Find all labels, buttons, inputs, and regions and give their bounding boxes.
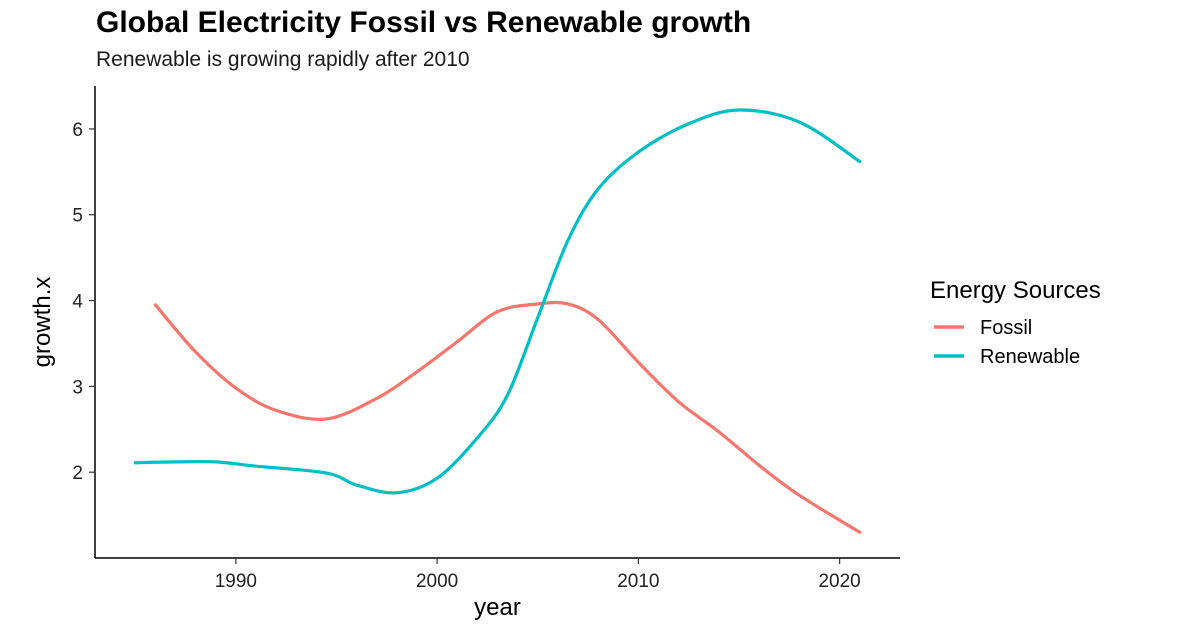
x-axis-title: year	[474, 594, 521, 621]
y-axis-title: growth.x	[29, 277, 56, 368]
x-tick-label: 2020	[818, 571, 860, 592]
y-tick-label: 2	[72, 463, 83, 484]
axes: 1990 2000 2010 2020 2 3 4 5 6 year growth.x	[29, 86, 900, 621]
legend: Energy Sources Fossil Renewable	[930, 277, 1101, 368]
x-tick-label: 2010	[617, 571, 659, 592]
x-tick-label: 1990	[215, 571, 257, 592]
y-tick-label: 4	[72, 292, 83, 313]
chart-title: Global Electricity Fossil vs Renewable g…	[96, 6, 752, 39]
series-line-fossil	[153, 300, 862, 534]
legend-label-fossil: Fossil	[980, 317, 1032, 339]
legend-title: Energy Sources	[930, 277, 1101, 304]
series-line-renewable	[133, 108, 862, 495]
y-tick-label: 6	[72, 120, 83, 141]
chart-subtitle: Renewable is growing rapidly after 2010	[96, 48, 470, 71]
y-tick-label: 5	[72, 206, 83, 227]
y-tick-label: 3	[72, 377, 83, 398]
series-group	[133, 108, 862, 534]
legend-label-renewable: Renewable	[980, 346, 1080, 368]
x-tick-label: 2000	[416, 571, 458, 592]
